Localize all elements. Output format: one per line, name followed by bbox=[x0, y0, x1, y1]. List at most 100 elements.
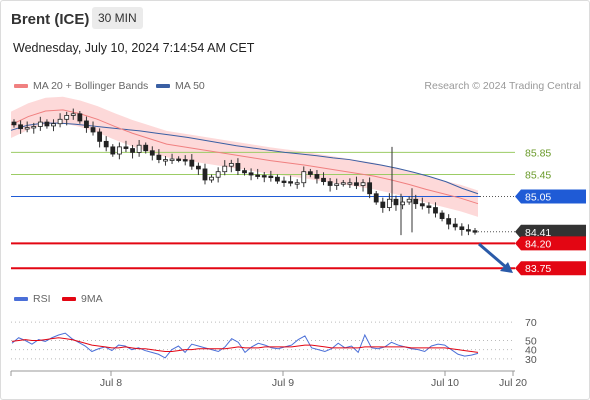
candle-body bbox=[255, 174, 261, 177]
level-label-85.05: 85.05 bbox=[525, 192, 551, 204]
credit-text: Research © 2024 Trading Central bbox=[424, 80, 581, 92]
candle-body bbox=[215, 171, 221, 178]
candle-body bbox=[268, 175, 274, 179]
legend-rsi9: 9MA bbox=[62, 293, 103, 305]
timeframe-button[interactable]: 30 MIN bbox=[92, 7, 143, 29]
candle-body bbox=[31, 126, 37, 129]
level-tag-85.05 bbox=[515, 189, 586, 204]
candle-body bbox=[143, 144, 149, 152]
rsi-tick-30: 30 bbox=[525, 354, 537, 366]
candle-body bbox=[327, 181, 333, 186]
candle-body bbox=[380, 201, 386, 208]
candle-body bbox=[116, 146, 122, 155]
candle-body bbox=[97, 131, 103, 142]
candle-body bbox=[123, 146, 129, 149]
level-label-85.45: 85.45 bbox=[525, 169, 551, 181]
candle-body bbox=[419, 203, 425, 207]
datetime-label: Wednesday, July 10, 2024 7:14:54 AM CET bbox=[13, 41, 255, 55]
candle-body bbox=[439, 212, 445, 219]
candle-body bbox=[321, 177, 326, 183]
candle-body bbox=[110, 146, 116, 155]
rsi9-swatch bbox=[62, 297, 76, 301]
rsi-tick-70: 70 bbox=[525, 317, 537, 329]
candle-body bbox=[354, 182, 359, 186]
candle-body bbox=[189, 159, 195, 167]
candle-body bbox=[393, 198, 399, 206]
level-label-83.75: 83.75 bbox=[525, 263, 551, 275]
candle-body bbox=[70, 113, 76, 116]
candle-body bbox=[37, 121, 43, 127]
candle-body bbox=[281, 180, 287, 183]
candle-body bbox=[51, 123, 56, 127]
candle-body bbox=[176, 158, 182, 161]
ma20-swatch bbox=[14, 84, 28, 88]
candle-body bbox=[248, 172, 254, 176]
candle-body bbox=[288, 181, 294, 184]
level-label-85.85: 85.85 bbox=[525, 147, 551, 159]
rsi-tick-50: 50 bbox=[525, 336, 537, 348]
candle-body bbox=[209, 176, 214, 181]
level-tag-83.75 bbox=[515, 261, 586, 276]
candle-body bbox=[77, 113, 83, 122]
legend-ma20: MA 20 + Bollinger Bands bbox=[14, 80, 148, 92]
candle-body bbox=[373, 193, 379, 203]
legend-rsi: RSI bbox=[14, 293, 51, 305]
candle-body bbox=[169, 158, 175, 161]
candle-body bbox=[446, 218, 452, 225]
level-label-84.41: 84.41 bbox=[525, 227, 551, 239]
candle-body bbox=[307, 171, 313, 175]
candle-body bbox=[182, 159, 188, 162]
candle-body bbox=[24, 127, 30, 130]
candle-body bbox=[57, 118, 63, 125]
candle-body bbox=[314, 174, 320, 179]
level-tag-84.20 bbox=[515, 236, 586, 251]
candle-body bbox=[413, 198, 419, 205]
candle-body bbox=[228, 163, 234, 167]
ma20-line bbox=[10, 109, 479, 205]
candle-body bbox=[64, 115, 70, 120]
ma20-label: MA 20 + Bollinger Bands bbox=[33, 80, 149, 92]
candle-body bbox=[452, 223, 458, 228]
rsi-tick-40: 40 bbox=[525, 345, 537, 357]
candle-body bbox=[294, 182, 300, 185]
rsi-swatch bbox=[14, 297, 28, 301]
rsi-label: RSI bbox=[33, 293, 51, 305]
candle-body bbox=[301, 171, 307, 184]
candle-body bbox=[426, 205, 432, 208]
candle-body bbox=[149, 150, 155, 156]
forecast-arrow-shaft bbox=[478, 242, 508, 270]
forecast-arrow-head bbox=[500, 262, 513, 273]
candle-body bbox=[103, 140, 109, 148]
candle-body bbox=[44, 121, 50, 127]
level-tag-84.41 bbox=[515, 224, 586, 239]
candle-body bbox=[340, 182, 346, 185]
candle-body bbox=[202, 168, 208, 181]
candle-body bbox=[386, 198, 392, 208]
x-tick-label: Jul 10 bbox=[431, 377, 459, 389]
candle-body bbox=[406, 198, 412, 203]
candle-body bbox=[156, 154, 162, 160]
candle-body bbox=[367, 182, 373, 195]
candle-body bbox=[163, 159, 168, 162]
candles-group bbox=[11, 108, 478, 236]
x-tick-label: Jul 20 bbox=[499, 377, 527, 389]
legend-ma50: MA 50 bbox=[156, 80, 205, 92]
candle-body bbox=[459, 226, 465, 231]
candle-body bbox=[136, 144, 142, 153]
candle-body bbox=[242, 170, 247, 174]
instrument-title: Brent (ICE) bbox=[11, 11, 90, 28]
ma50-label: MA 50 bbox=[175, 80, 205, 92]
candle-body bbox=[347, 182, 353, 185]
x-tick-label: Jul 8 bbox=[100, 377, 122, 389]
candle-body bbox=[334, 183, 340, 186]
candle-body bbox=[195, 165, 201, 170]
candle-body bbox=[84, 120, 89, 128]
level-label-84.20: 84.20 bbox=[525, 238, 551, 250]
candle-body bbox=[275, 176, 280, 182]
rsi9-line bbox=[11, 337, 479, 353]
candle-body bbox=[466, 229, 471, 232]
candle-body bbox=[360, 182, 366, 186]
candle-body bbox=[18, 124, 23, 130]
candle-body bbox=[261, 175, 267, 178]
